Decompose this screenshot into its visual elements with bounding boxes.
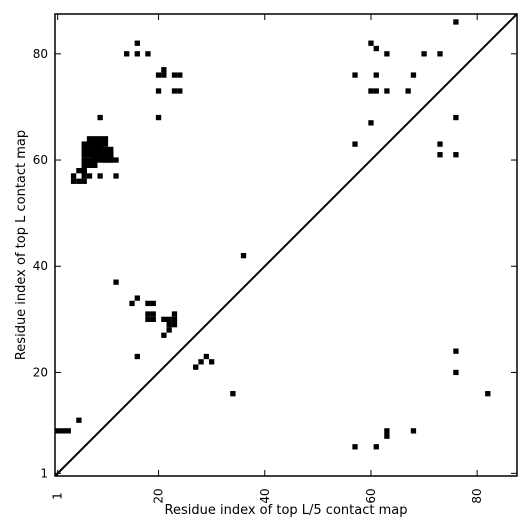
contact-cell-top-l5 — [203, 353, 209, 360]
y-tick-label: 40 — [33, 259, 48, 273]
contact-cell-top-l — [373, 72, 379, 78]
contact-cell-top-l — [171, 72, 178, 78]
x-axis-label: Residue index of top L/5 contact map — [165, 503, 408, 518]
contact-cell-top-l — [368, 40, 374, 46]
contact-cell-top-l — [70, 178, 77, 184]
y-ticks: 1 20 40 60 80 — [33, 47, 517, 480]
contact-cell-top-l — [421, 51, 427, 57]
contact-cell-top-l — [76, 178, 82, 184]
contact-cell-top-l5 — [453, 369, 459, 376]
contact-cell-top-l5 — [453, 348, 459, 354]
contact-cell-top-l — [145, 316, 151, 322]
contact-cell-top-l — [437, 141, 443, 147]
contact-cell-top-l — [171, 88, 178, 94]
contact-cell-top-l — [97, 114, 103, 121]
contact-cell-top-l — [166, 316, 172, 322]
contact-cell-top-l — [171, 311, 178, 317]
contact-block-top-l — [81, 157, 98, 168]
contact-cell-top-l — [161, 316, 167, 322]
contact-cell-top-l — [368, 120, 374, 126]
contact-cell-top-l — [453, 19, 459, 25]
contact-cell-top-l — [124, 51, 130, 57]
contact-cell-top-l5 — [410, 428, 417, 434]
contact-cell-top-l5 — [485, 391, 491, 397]
contact-cell-top-l — [150, 311, 156, 317]
contact-cell-top-l5 — [352, 444, 358, 450]
contact-cell-top-l5 — [384, 433, 390, 439]
x-tick-label: 20 — [152, 488, 166, 503]
contact-cell-top-l — [145, 300, 151, 307]
contact-cell-top-l — [129, 300, 135, 307]
contact-cell-top-l — [134, 353, 140, 360]
y-tick-label: 60 — [33, 153, 48, 167]
contact-cell-top-l — [70, 173, 77, 179]
contact-cell-top-l — [113, 157, 119, 163]
contact-block-top-l5 — [55, 428, 71, 434]
contact-cell-top-l — [368, 88, 374, 94]
contact-cell-top-l — [81, 178, 87, 184]
contact-cell-top-l — [373, 45, 379, 52]
contact-cell-top-l5 — [230, 391, 236, 397]
contact-cell-top-l — [373, 88, 379, 94]
contact-cell-top-l — [113, 279, 119, 285]
contact-cell-top-l5 — [240, 252, 247, 259]
contact-block-top-l — [86, 136, 109, 147]
contact-cell-top-l5 — [209, 359, 215, 365]
contact-cell-top-l — [76, 168, 82, 174]
contact-cell-top-l — [134, 40, 140, 46]
contact-cell-top-l — [86, 173, 93, 179]
contact-cell-top-l — [352, 72, 358, 78]
contact-cell-top-l — [150, 316, 156, 322]
contact-cell-top-l — [113, 173, 119, 179]
contact-cell-top-l5 — [198, 359, 204, 365]
contact-cell-top-l — [134, 51, 140, 57]
contact-cell-top-l — [405, 88, 411, 94]
x-tick-label: 40 — [258, 488, 272, 503]
contact-cell-top-l — [177, 88, 183, 94]
contact-cell-top-l5 — [76, 417, 82, 423]
contact-cell-top-l — [453, 114, 459, 121]
x-tick-label: 80 — [470, 488, 484, 503]
x-tick-label: 1 — [51, 492, 65, 500]
contact-cell-top-l — [177, 72, 183, 78]
contact-cell-top-l — [352, 141, 358, 147]
diagonal-line — [54, 13, 518, 477]
contact-cell-top-l — [384, 51, 390, 57]
contact-cell-top-l — [145, 51, 151, 57]
y-tick-label: 80 — [33, 47, 48, 61]
contact-cell-top-l — [150, 300, 156, 307]
contact-cell-top-l5 — [384, 428, 390, 434]
contact-cell-top-l — [161, 67, 167, 73]
x-tick-label: 60 — [364, 488, 378, 503]
contact-cell-top-l — [410, 72, 417, 78]
contact-cell-top-l — [166, 327, 172, 333]
y-tick-label: 20 — [33, 365, 48, 379]
contact-cell-top-l — [161, 72, 167, 78]
contact-cell-top-l — [145, 311, 151, 317]
plot-cells — [55, 19, 491, 450]
contact-cell-top-l — [171, 322, 178, 328]
contact-cell-top-l — [155, 88, 162, 94]
contact-cell-top-l — [453, 152, 459, 158]
x-ticks: 1 20 40 60 80 — [51, 14, 484, 504]
contact-cell-top-l — [161, 332, 167, 338]
contact-cell-top-l — [171, 316, 178, 322]
contact-cell-top-l5 — [373, 444, 379, 450]
contact-cell-top-l — [384, 88, 390, 94]
contact-cell-top-l — [155, 72, 162, 78]
contact-cell-top-l5 — [193, 364, 199, 370]
contact-cell-top-l — [97, 173, 103, 179]
y-axis-label: Residue index of top L contact map — [14, 130, 29, 360]
contact-cell-top-l — [166, 322, 172, 328]
contact-cell-top-l — [134, 295, 140, 301]
y-tick-label: 1 — [40, 466, 48, 480]
contact-cell-top-l — [437, 51, 443, 57]
contact-block-top-l — [102, 152, 114, 163]
plot-frame — [54, 13, 518, 477]
contact-cell-top-l — [155, 114, 162, 121]
contact-block-top-l — [81, 162, 87, 179]
contact-cell-top-l — [437, 152, 443, 158]
